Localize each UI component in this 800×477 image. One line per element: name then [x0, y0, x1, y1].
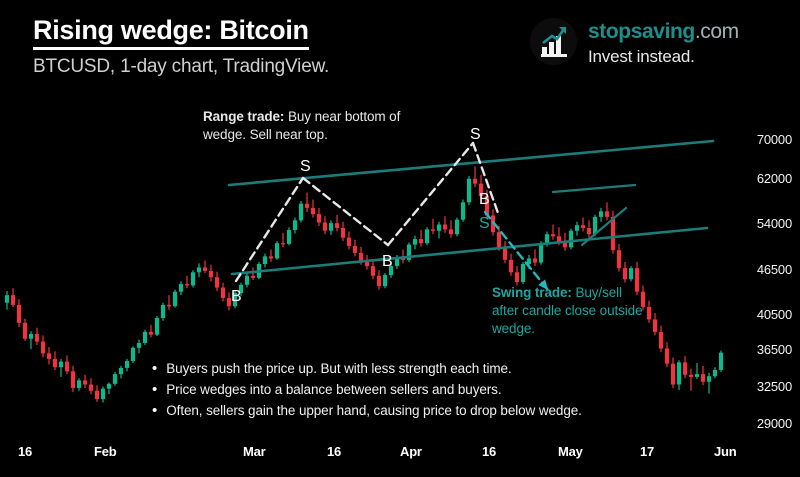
x-axis-tick: 16 — [327, 444, 342, 459]
title-block: Rising wedge: Bitcoin BTCUSD, 1-day char… — [33, 14, 329, 80]
brand-text: stopsaving.com Invest instead. — [588, 18, 739, 68]
y-axis-tick: 70000 — [756, 132, 792, 147]
x-axis-tick: 16 — [18, 444, 33, 459]
bullet-text: Often, sellers gain the upper hand, caus… — [166, 403, 582, 418]
header: Rising wedge: Bitcoin BTCUSD, 1-day char… — [0, 0, 800, 92]
chart-canvas — [4, 139, 724, 403]
annotation-range-body: Buy near bottom of wedge. Sell near top. — [203, 109, 401, 142]
swing-label-s-5: S — [479, 215, 490, 232]
candlestick-chart — [0, 92, 800, 432]
y-axis-tick: 40500 — [756, 307, 792, 322]
y-axis-tick: 36500 — [756, 342, 792, 357]
annotation-range-trade: Range trade: Buy near bottom of wedge. S… — [203, 108, 418, 144]
bullet-text: Price wedges into a balance between sell… — [166, 382, 502, 397]
bullet-item: • Buyers push the price up. But with less… — [152, 358, 622, 379]
brand-name-primary: stopsaving — [588, 20, 695, 43]
swing-label-s-3: S — [470, 126, 481, 143]
bullet-item: • Often, sellers gain the upper hand, cau… — [152, 400, 622, 421]
x-axis-tick: May — [558, 444, 583, 459]
y-axis-tick: 62000 — [756, 171, 792, 186]
annotation-swing-body: Buy/sell after candle close outside wedg… — [492, 285, 643, 336]
swing-label-s-1: S — [300, 158, 311, 175]
y-axis-tick: 46500 — [756, 262, 792, 277]
y-axis-tick: 29000 — [756, 416, 792, 431]
bullet-item: • Price wedges into a balance between sel… — [152, 379, 622, 400]
x-axis-tick: 16 — [482, 444, 497, 459]
bullet-list: • Buyers push the price up. But with less… — [152, 358, 622, 421]
brand-name-suffix: .com — [694, 20, 739, 43]
bullet-dot-icon: • — [152, 360, 158, 377]
page-subtitle: BTCUSD, 1-day chart, TradingView. — [33, 56, 330, 77]
annotation-swing-trade: Swing trade: Buy/sell after candle close… — [492, 284, 652, 338]
x-axis-tick: 17 — [640, 444, 655, 459]
brand-tagline: Invest instead. — [588, 47, 695, 66]
x-axis: 16 Feb Mar 16 Apr 16 May 17 Jun — [0, 432, 800, 477]
x-axis-tick: Jun — [714, 444, 737, 459]
annotation-swing-lead: Swing trade: — [492, 285, 572, 300]
y-axis-tick: 54000 — [756, 216, 792, 231]
annotation-range-lead: Range trade: — [203, 109, 285, 124]
swing-label-b-2: B — [382, 253, 393, 270]
page-title: Rising wedge: Bitcoin — [33, 14, 309, 50]
x-axis-tick: Feb — [94, 444, 117, 459]
bullet-text: Buyers push the price up. But with less … — [166, 361, 512, 376]
swing-label-b-4: B — [479, 191, 490, 208]
bullet-dot-icon: • — [152, 402, 158, 419]
overlay-shapes — [227, 139, 715, 292]
y-axis: 70000 62000 54000 46500 40500 36500 32500 29000 — [722, 92, 800, 432]
brand-logo[interactable]: stopsaving.com Invest instead. — [530, 18, 739, 68]
bar-chart-arrow-up-icon — [530, 18, 577, 65]
brand-name: stopsaving.com — [588, 19, 739, 44]
bullet-dot-icon: • — [152, 381, 158, 398]
x-axis-tick: Apr — [400, 444, 422, 459]
swing-label-b-0: B — [231, 288, 242, 305]
y-axis-tick: 32500 — [756, 379, 792, 394]
x-axis-tick: Mar — [243, 444, 266, 459]
